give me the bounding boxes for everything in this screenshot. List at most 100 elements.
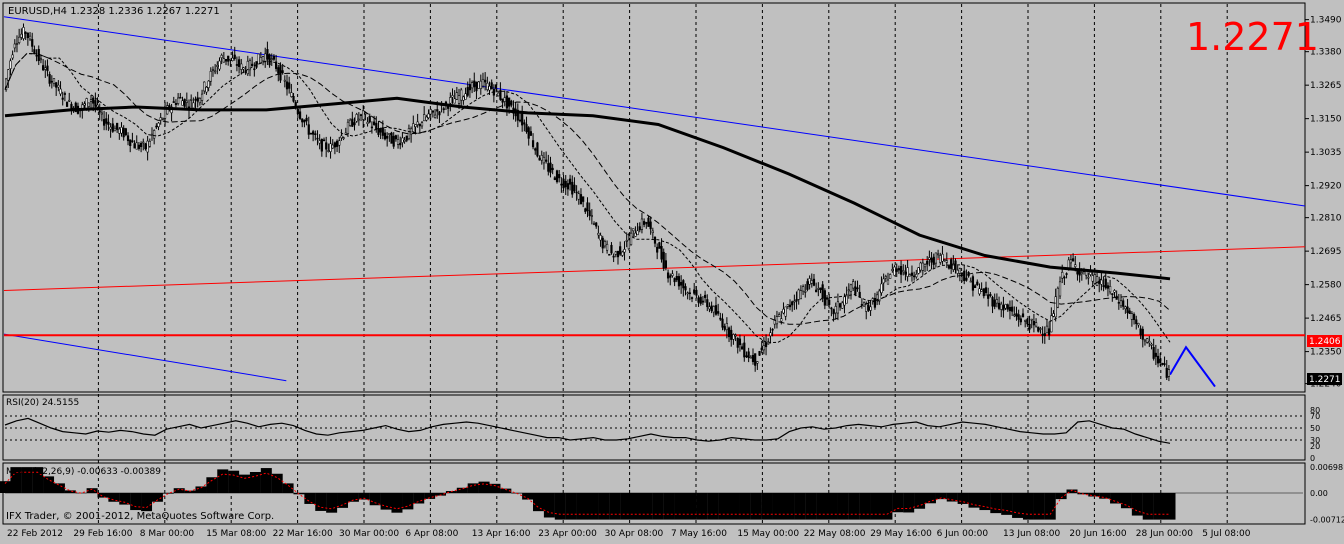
support-price-label: 1.2406 — [1309, 337, 1341, 347]
candle-body — [201, 94, 203, 100]
copyright-label: IFX Trader, © 2001-2012, MetaQuotes Soft… — [6, 511, 274, 522]
x-tick-label: 15 May 00:00 — [737, 529, 799, 539]
candle-body — [149, 141, 151, 146]
macd-bar — [871, 493, 882, 520]
candle-body — [622, 252, 624, 255]
candle-body — [1066, 274, 1068, 275]
candle-body — [356, 114, 358, 121]
candle-body — [1122, 301, 1124, 307]
macd-bar — [751, 493, 762, 520]
candle-body — [850, 285, 852, 292]
candle-body — [661, 246, 663, 259]
candle-body — [62, 98, 64, 99]
symbol-info-label: EURUSD,H4 1.2328 1.2336 1.2267 1.2271 — [8, 6, 220, 17]
candle-body — [391, 133, 393, 143]
candle-body — [10, 61, 12, 69]
candle-body — [208, 81, 210, 88]
candle-body — [1081, 272, 1083, 273]
candle-body — [1051, 316, 1053, 332]
candle-body — [759, 351, 761, 355]
macd-bar — [1132, 493, 1143, 516]
candle-body — [112, 124, 114, 132]
candle-body — [948, 266, 950, 268]
candle-body — [114, 128, 116, 131]
candle-body — [641, 219, 643, 229]
candle-body — [600, 235, 602, 240]
macd-bar — [479, 482, 490, 493]
candle-body — [894, 267, 896, 275]
macd-bar — [566, 493, 577, 520]
candle-body — [1088, 277, 1090, 278]
candle-body — [12, 55, 14, 58]
candle-body — [1111, 294, 1113, 295]
candle-body — [905, 272, 907, 274]
candle-body — [42, 65, 44, 69]
candle-body — [802, 287, 804, 291]
candle-body — [554, 178, 556, 180]
macd-bar — [163, 493, 174, 494]
candle-body — [95, 100, 97, 106]
candle-body — [659, 243, 661, 249]
candle-body — [582, 197, 584, 202]
candle-body — [404, 140, 406, 141]
candle-body — [1135, 320, 1137, 324]
macd-bar — [43, 476, 54, 493]
candle-body — [217, 65, 219, 66]
candle-body — [918, 268, 920, 274]
candle-body — [58, 85, 60, 87]
macd-bar — [860, 493, 871, 520]
candle-body — [1053, 314, 1055, 317]
candle-body — [129, 140, 131, 146]
candle-body — [445, 102, 447, 103]
candle-body — [230, 59, 232, 60]
candle-body — [637, 231, 639, 235]
candle-body — [491, 83, 493, 89]
macd-bar — [740, 493, 751, 520]
candle-body — [489, 86, 491, 90]
candle-body — [665, 261, 667, 268]
candle-body — [1024, 320, 1026, 321]
macd-bar — [141, 493, 152, 511]
big-price-label: 1.2271 — [1186, 15, 1319, 59]
candle-body — [667, 273, 669, 278]
candle-body — [713, 306, 715, 312]
rsi-title: RSI(20) 24.5155 — [6, 398, 79, 408]
x-tick-label: 7 May 16:00 — [671, 529, 727, 539]
candle-body — [1159, 359, 1161, 362]
candle-body — [123, 128, 125, 137]
candle-body — [177, 98, 179, 104]
candle-body — [674, 278, 676, 281]
candle-body — [160, 118, 162, 121]
candle-body — [996, 299, 998, 303]
candle-body — [417, 122, 419, 125]
x-tick-label: 15 Mar 08:00 — [206, 529, 266, 539]
macd-bar — [555, 493, 566, 520]
candle-body — [478, 82, 480, 88]
macd-bar — [773, 493, 784, 520]
candle-body — [1109, 286, 1111, 292]
candle-body — [852, 282, 854, 288]
macd-bar — [391, 493, 402, 513]
candle-body — [611, 245, 613, 253]
candle-body — [689, 293, 691, 294]
candle-body — [282, 71, 284, 73]
candle-body — [277, 68, 279, 74]
candle-body — [140, 143, 142, 146]
candle-body — [467, 87, 469, 95]
candle-body — [724, 326, 726, 329]
candle-body — [97, 105, 99, 107]
candle-body — [288, 83, 290, 89]
candle-body — [750, 357, 752, 358]
macd-bar — [620, 493, 631, 520]
candle-body — [504, 98, 506, 102]
candle-body — [349, 120, 351, 125]
macd-bar — [261, 468, 272, 493]
candle-body — [452, 95, 454, 97]
candle-body — [304, 120, 306, 122]
macd-bar — [762, 493, 773, 520]
candle-body — [365, 113, 367, 114]
candle-body — [757, 362, 759, 364]
candle-body — [602, 238, 604, 248]
